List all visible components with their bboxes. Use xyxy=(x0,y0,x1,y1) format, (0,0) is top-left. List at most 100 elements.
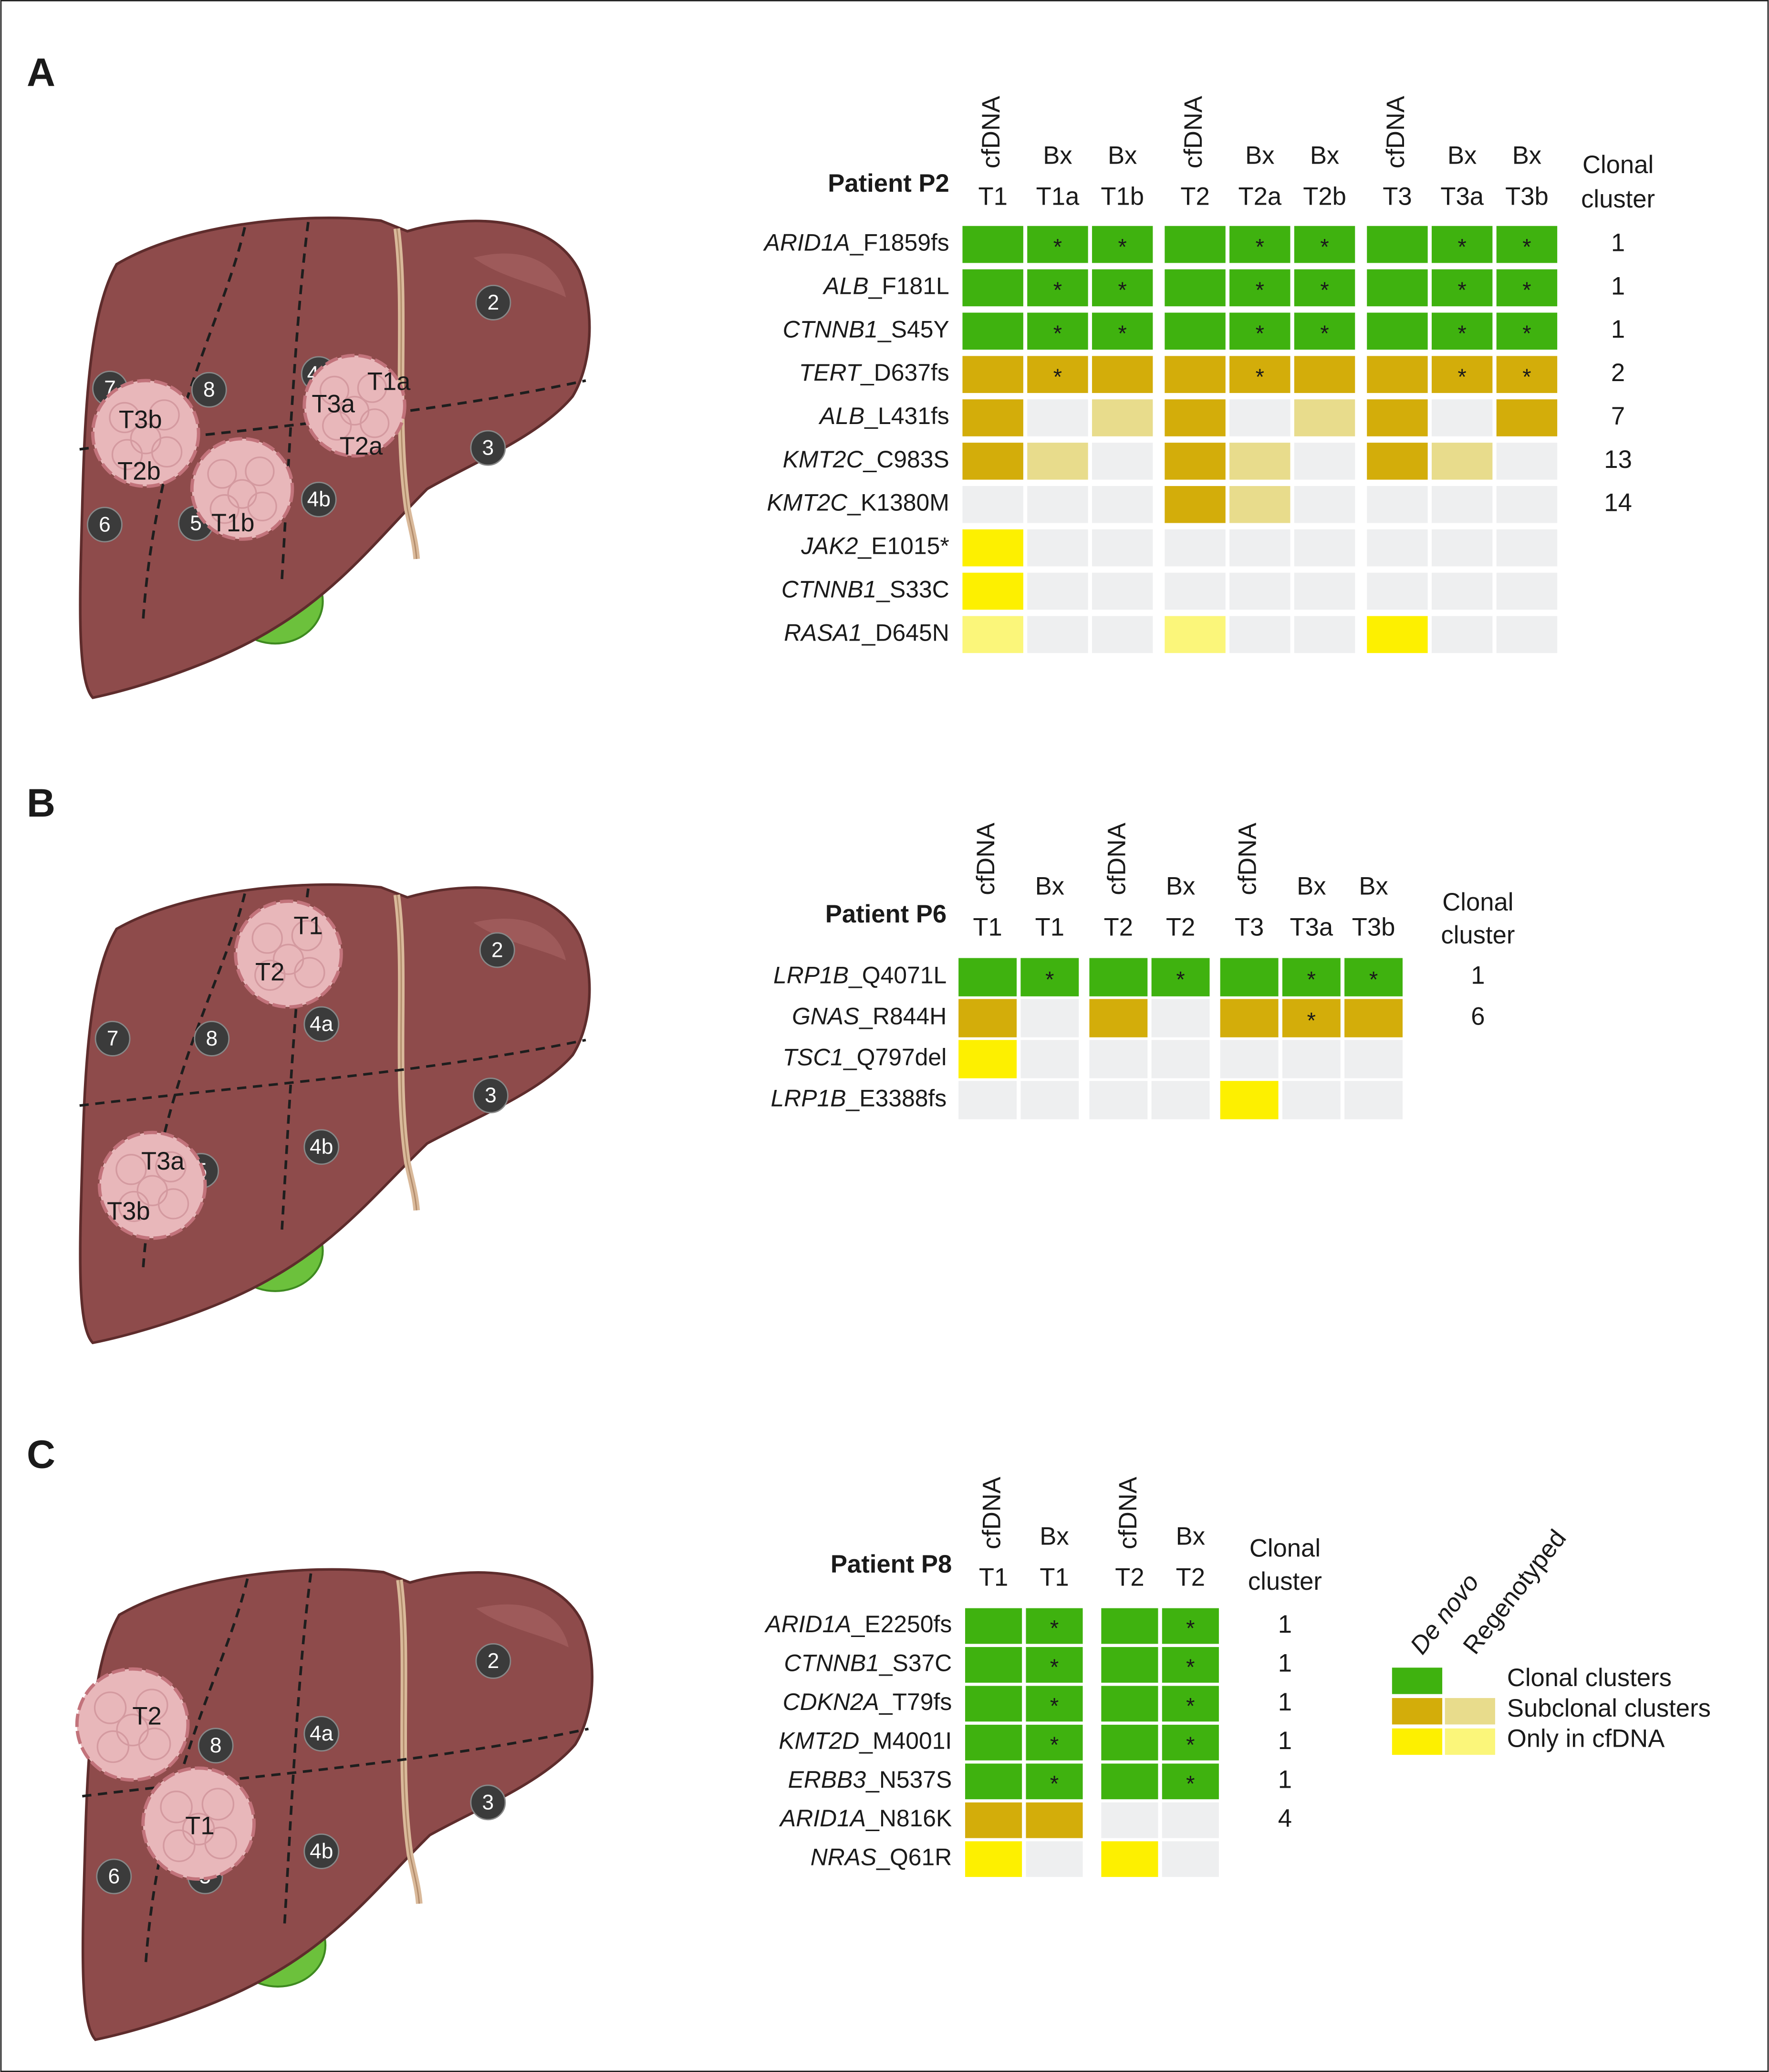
cell xyxy=(1151,1040,1210,1078)
cell xyxy=(1282,1081,1341,1119)
variant: _E2250fs xyxy=(851,1611,952,1637)
tumor-texture xyxy=(322,411,352,441)
cell xyxy=(1165,399,1226,436)
mutation-label: KMT2C_K1380M xyxy=(767,489,949,516)
regenotyped-star: * xyxy=(1458,364,1467,389)
column-tumor: T2 xyxy=(1166,913,1195,942)
cell xyxy=(1367,529,1428,567)
column-source: Bx xyxy=(1108,142,1137,170)
cell xyxy=(1101,1686,1158,1722)
regenotyped-star: * xyxy=(1522,234,1531,259)
cell xyxy=(962,443,1023,480)
cluster-header: Clonal xyxy=(1442,888,1513,916)
segment-label: 3 xyxy=(482,436,494,460)
cell xyxy=(1344,999,1403,1037)
cell xyxy=(1020,1081,1079,1119)
tumor-texture xyxy=(96,1730,130,1763)
regenotyped-star: * xyxy=(1053,364,1062,389)
cell xyxy=(965,1724,1022,1761)
tumor-texture xyxy=(151,436,183,468)
column-source: Bx xyxy=(1176,1523,1205,1551)
cell xyxy=(1431,443,1493,480)
cell xyxy=(1092,529,1153,567)
ligament-edge xyxy=(396,228,417,559)
cell xyxy=(1220,958,1279,996)
column-source: cfDNA xyxy=(1179,96,1207,168)
cell xyxy=(1294,312,1355,350)
tumor-texture xyxy=(148,399,180,431)
column-source: Bx xyxy=(1043,142,1072,170)
tumor-label: T2a xyxy=(340,432,383,460)
cell xyxy=(1027,356,1088,393)
cell xyxy=(962,572,1023,610)
tumor-texture xyxy=(319,375,350,406)
regenotyped-star: * xyxy=(1118,321,1127,346)
segment-marker xyxy=(303,1833,340,1869)
cell xyxy=(1496,269,1558,307)
column-tumor: T1 xyxy=(978,182,1007,210)
segment-border xyxy=(82,1727,589,1798)
tumor-texture xyxy=(357,373,387,403)
cell xyxy=(1229,399,1290,436)
mutation-label: LRP1B_E3388fs xyxy=(771,1085,947,1112)
segment-marker xyxy=(479,932,515,968)
segment-border xyxy=(280,222,310,582)
tumor-texture xyxy=(360,408,390,438)
cell xyxy=(1151,958,1210,996)
cell xyxy=(1294,486,1355,523)
cell xyxy=(1294,356,1355,393)
column-tumor: T2 xyxy=(1176,1564,1205,1592)
cell xyxy=(1229,486,1290,523)
column-source: Bx xyxy=(1359,872,1388,901)
patient-label: Patient P6 xyxy=(825,900,947,928)
column-tumor: T3 xyxy=(1383,182,1412,210)
mutation-label: TSC1_Q797del xyxy=(783,1044,947,1071)
column-source: cfDNA xyxy=(1114,1477,1142,1549)
cell xyxy=(1229,572,1290,610)
segment-marker xyxy=(303,1716,340,1752)
column-source: Bx xyxy=(1040,1523,1069,1551)
gene: CTNNB1 xyxy=(783,316,878,342)
tumor-texture xyxy=(247,491,277,522)
cell xyxy=(1496,572,1558,610)
cell xyxy=(1089,1081,1148,1119)
tumor xyxy=(234,899,343,1009)
liver-shade xyxy=(473,253,566,298)
variant: _N537S xyxy=(865,1766,952,1793)
mutation-label: ERBB3_N537S xyxy=(788,1766,952,1793)
segment-marker xyxy=(194,1021,230,1057)
cell xyxy=(1162,1647,1219,1683)
cell xyxy=(1496,616,1558,653)
cell xyxy=(1026,1802,1083,1838)
cell xyxy=(1026,1608,1083,1644)
cell xyxy=(1162,1841,1219,1877)
cluster-number: 7 xyxy=(1611,402,1625,430)
column-tumor: T2a xyxy=(1238,182,1281,210)
gene: GNAS xyxy=(792,1003,859,1030)
legend-swatch xyxy=(1392,1668,1443,1694)
cell xyxy=(1220,1081,1279,1119)
mutation-label: ARID1A_N816K xyxy=(779,1805,952,1832)
regenotyped-star: * xyxy=(1320,277,1329,302)
cell xyxy=(1027,399,1088,436)
cell xyxy=(965,1802,1022,1838)
cell xyxy=(962,226,1023,263)
variant: _N816K xyxy=(865,1805,952,1832)
mutation-label: GNAS_R844H xyxy=(792,1003,947,1030)
cluster-header: Clonal xyxy=(1249,1534,1321,1563)
cluster-number: 1 xyxy=(1611,315,1625,343)
cell xyxy=(1294,269,1355,307)
cell xyxy=(1496,312,1558,350)
mutation-label: LRP1B_Q4071L xyxy=(773,962,947,989)
cell xyxy=(1229,312,1290,350)
regenotyped-star: * xyxy=(1176,966,1185,992)
segment-marker xyxy=(475,1643,511,1679)
gene: CTNNB1 xyxy=(781,576,876,603)
segment-marker xyxy=(470,1784,506,1821)
cell xyxy=(1089,1040,1148,1078)
regenotyped-star: * xyxy=(1522,321,1531,346)
cell xyxy=(958,958,1017,996)
patient-label: Patient P8 xyxy=(831,1550,952,1578)
cell xyxy=(1026,1763,1083,1800)
cell xyxy=(1092,312,1153,350)
